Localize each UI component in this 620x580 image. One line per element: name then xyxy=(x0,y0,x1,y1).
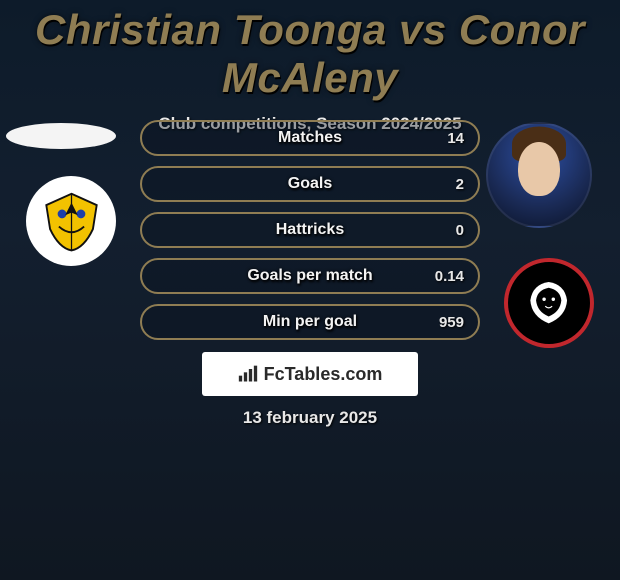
bar-chart-icon xyxy=(238,365,258,383)
stat-value-right: 14 xyxy=(424,130,464,147)
player1-club-badge xyxy=(26,176,116,266)
stat-row: Matches 14 xyxy=(140,120,480,156)
stat-row: Min per goal 959 xyxy=(140,304,480,340)
avatar-face xyxy=(518,142,560,196)
stat-row: Goals 2 xyxy=(140,166,480,202)
stat-row: Goals per match 0.14 xyxy=(140,258,480,294)
stat-value-right: 0.14 xyxy=(424,268,464,285)
comparison-card: Christian Toonga vs Conor McAleny Club c… xyxy=(0,0,620,580)
stat-value-right: 959 xyxy=(424,314,464,331)
watermark-text: FcTables.com xyxy=(264,364,383,385)
player2-avatar xyxy=(486,122,592,228)
player1-avatar-placeholder xyxy=(6,123,116,149)
page-title: Christian Toonga vs Conor McAleny xyxy=(0,0,620,102)
watermark: FcTables.com xyxy=(202,352,418,396)
stat-rows: Matches 14 Goals 2 Hattricks 0 Goals per… xyxy=(140,120,480,350)
stat-value-right: 0 xyxy=(424,222,464,239)
club-crest-icon xyxy=(40,190,103,253)
player2-club-badge xyxy=(504,258,594,348)
stat-row: Hattricks 0 xyxy=(140,212,480,248)
stat-value-right: 2 xyxy=(424,176,464,193)
lion-crest-icon xyxy=(520,274,577,331)
footer-date: 13 february 2025 xyxy=(0,408,620,428)
